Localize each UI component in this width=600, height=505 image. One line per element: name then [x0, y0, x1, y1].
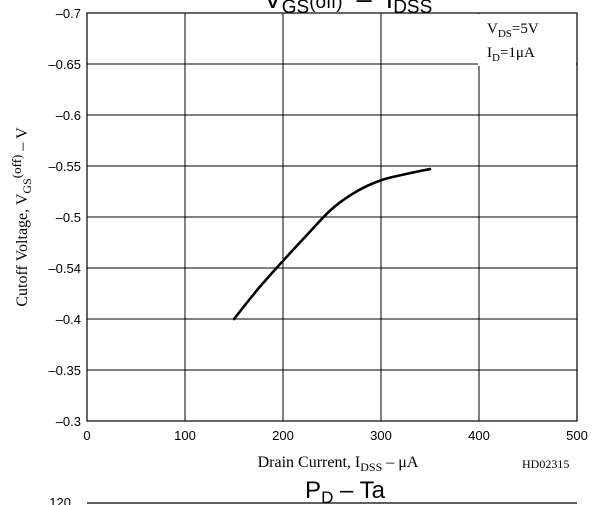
x-tick-label: 200	[272, 428, 294, 443]
y-tick-label: –0.4	[56, 312, 81, 327]
next-chart-top-tick: 120	[49, 495, 71, 505]
y-tick-label: –0.65	[48, 57, 81, 72]
x-axis-label: Drain Current, IDSS – μA	[258, 454, 419, 474]
y-tick-label: –0.35	[48, 363, 81, 378]
x-axis-ticks: 0 100 200 300 400 500	[83, 428, 587, 443]
x-tick-label: 0	[83, 428, 90, 443]
conditions-box	[478, 14, 576, 66]
y-tick-label: –0.54	[48, 261, 81, 276]
y-tick-label: –0.7	[56, 6, 81, 21]
y-tick-label: –0.5	[56, 210, 81, 225]
y-tick-label: –0.6	[56, 108, 81, 123]
next-chart-title: PD – Ta	[305, 477, 386, 505]
x-tick-label: 500	[566, 428, 588, 443]
y-tick-label: –0.3	[56, 414, 81, 429]
series-line	[232, 167, 432, 321]
x-tick-label: 400	[468, 428, 490, 443]
y-axis-ticks: –0.7 –0.65 –0.6 –0.55 –0.5 –0.54 –0.4 –0.35 –0.3	[48, 6, 81, 429]
chart-title: VGS(off)–IDSS	[264, 0, 433, 18]
condition-id: ID=1μA	[487, 45, 535, 64]
series-group	[232, 167, 432, 321]
gridlines	[87, 13, 577, 421]
y-tick-label: –0.55	[48, 159, 81, 174]
x-tick-label: 100	[174, 428, 196, 443]
condition-vds: VDS=5V	[487, 21, 539, 40]
y-axis-label: Cutoff Voltage, VGS(off) – V	[9, 127, 34, 307]
x-tick-label: 300	[370, 428, 392, 443]
figure-code: HD02315	[522, 457, 569, 471]
